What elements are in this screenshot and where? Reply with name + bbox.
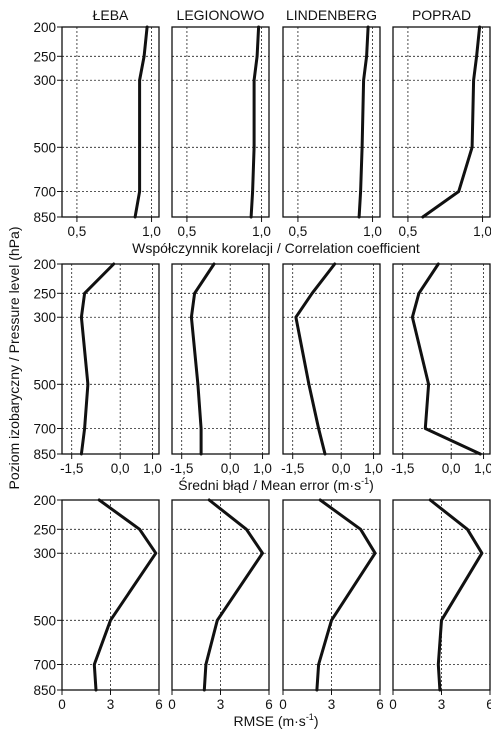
series-line-łeba: [79, 262, 116, 456]
panel-0-3: 0,5 1,0: [392, 25, 491, 239]
x-tick-label: 0,0: [442, 461, 461, 476]
x-axis-label-sup: -1: [361, 476, 369, 486]
panel-frame: [282, 26, 381, 218]
panel-frame: [392, 26, 491, 218]
x-tick-label: 0: [389, 697, 397, 712]
level-tick-label: 500: [33, 377, 56, 392]
x-tick-label: 0: [279, 697, 287, 712]
panel-frame: [171, 26, 270, 218]
x-tick-label: 1,0: [474, 461, 491, 476]
x-tick-label: 0: [58, 697, 66, 712]
x-tick-label: 3: [107, 697, 115, 712]
x-tick-label: 6: [265, 697, 273, 712]
x-axis-label-text: RMSE (m·s: [233, 713, 305, 729]
x-tick-label: 1,0: [143, 461, 162, 476]
panel-1-1: -1,5 0,0 1,0: [170, 262, 272, 476]
station-title-1: LEGIONOWO: [177, 7, 265, 23]
series-line-poprad: [428, 498, 484, 692]
x-tick-label: 0,5: [399, 224, 418, 239]
series-line-poprad: [421, 25, 482, 219]
y-axis-label: Poziom izobaryczny / Pressure level (hPa…: [6, 227, 22, 490]
series-line-lindenberg: [315, 498, 377, 692]
level-tick-label: 850: [33, 683, 56, 698]
x-tick-label: 6: [155, 697, 163, 712]
series-line-łeba: [133, 25, 149, 219]
level-tick-label: 200: [33, 493, 56, 508]
x-tick-label: 6: [486, 697, 491, 712]
station-title-0: ŁEBA: [93, 7, 129, 23]
x-tick-label: -1,5: [60, 461, 83, 476]
panel-2-1: 0 3 6: [168, 498, 273, 712]
x-tick-label: 6: [376, 697, 384, 712]
x-axis-label-end: ): [369, 477, 374, 493]
x-tick-label: 1,0: [252, 224, 271, 239]
x-axis-label-end: ): [314, 713, 319, 729]
panel-frame: [171, 263, 270, 455]
panel-1-3: -1,5 0,0 1,0: [391, 262, 491, 476]
level-tick-label: 250: [33, 522, 56, 537]
x-tick-label: -1,5: [281, 461, 304, 476]
level-tick-label: 850: [33, 447, 56, 462]
x-tick-label: 0,5: [68, 224, 87, 239]
x-axis-label-row-3: RMSE (m·s-1): [233, 712, 318, 729]
series-line-legionowo: [189, 262, 216, 456]
x-tick-label: 3: [438, 697, 446, 712]
panel-0-1: 0,5 1,0: [171, 25, 271, 239]
x-tick-label: -1,5: [170, 461, 193, 476]
panel-frame: [392, 263, 491, 455]
x-tick-label: 1,0: [253, 461, 272, 476]
level-tick-label: 850: [33, 210, 56, 225]
panel-1-2: -1,5 0,0 1,0: [281, 262, 383, 476]
x-tick-label: 0: [168, 697, 176, 712]
level-tick-label: 200: [33, 20, 56, 35]
level-tick-label: 700: [33, 422, 56, 437]
series-line-łeba: [92, 498, 158, 692]
series-line-poprad: [410, 262, 482, 456]
level-tick-label: 500: [33, 140, 56, 155]
level-tick-label: 300: [33, 546, 56, 561]
level-tick-label: 250: [33, 49, 56, 64]
level-tick-label: 200: [33, 257, 56, 272]
panel-0-0: 0,5 1,0: [61, 25, 161, 239]
x-tick-label: 1,0: [363, 224, 382, 239]
panel-frame: [61, 26, 160, 218]
x-tick-label: 3: [328, 697, 336, 712]
panel-2-0: 0 3 6: [58, 498, 163, 712]
station-title-2: LINDENBERG: [286, 7, 377, 23]
panel-2-3: 0 3 6: [389, 498, 491, 712]
level-tick-label: 500: [33, 613, 56, 628]
series-line-lindenberg: [357, 25, 370, 219]
level-tick-label: 700: [33, 658, 56, 673]
x-tick-label: 0,0: [221, 461, 240, 476]
x-tick-label: 0,5: [178, 224, 197, 239]
panel-1-0: -1,5 0,0 1,0: [60, 262, 162, 476]
x-axis-label-row-1: Współczynnik korelacji / Correlation coe…: [132, 240, 420, 256]
level-tick-label: 250: [33, 286, 56, 301]
panel-frame: [61, 263, 160, 455]
x-tick-label: 1,0: [364, 461, 383, 476]
x-axis-label-sup: -1: [306, 712, 314, 722]
panel-0-2: 0,5 1,0: [282, 25, 382, 239]
series-line-lindenberg: [294, 262, 337, 456]
level-tick-label: 300: [33, 73, 56, 88]
station-title-3: POPRAD: [412, 7, 471, 23]
x-tick-label: 1,0: [473, 224, 491, 239]
x-tick-label: -1,5: [391, 461, 414, 476]
x-tick-label: 0,0: [332, 461, 351, 476]
x-tick-label: 0,5: [289, 224, 308, 239]
level-tick-label: 700: [33, 185, 56, 200]
panel-frame: [282, 263, 381, 455]
panel-2-2: 0 3 6: [279, 498, 384, 712]
x-tick-label: 3: [217, 697, 225, 712]
x-tick-label: 0,0: [111, 461, 130, 476]
series-line-legionowo: [202, 498, 264, 692]
series-line-legionowo: [249, 25, 261, 219]
level-tick-label: 300: [33, 310, 56, 325]
x-axis-label-text: Współczynnik korelacji / Correlation coe…: [132, 240, 420, 256]
x-tick-label: 1,0: [142, 224, 161, 239]
x-axis-label-text: Średni błąd / Mean error (m·s: [178, 476, 361, 493]
x-axis-label-row-2: Średni błąd / Mean error (m·s-1): [178, 476, 374, 493]
